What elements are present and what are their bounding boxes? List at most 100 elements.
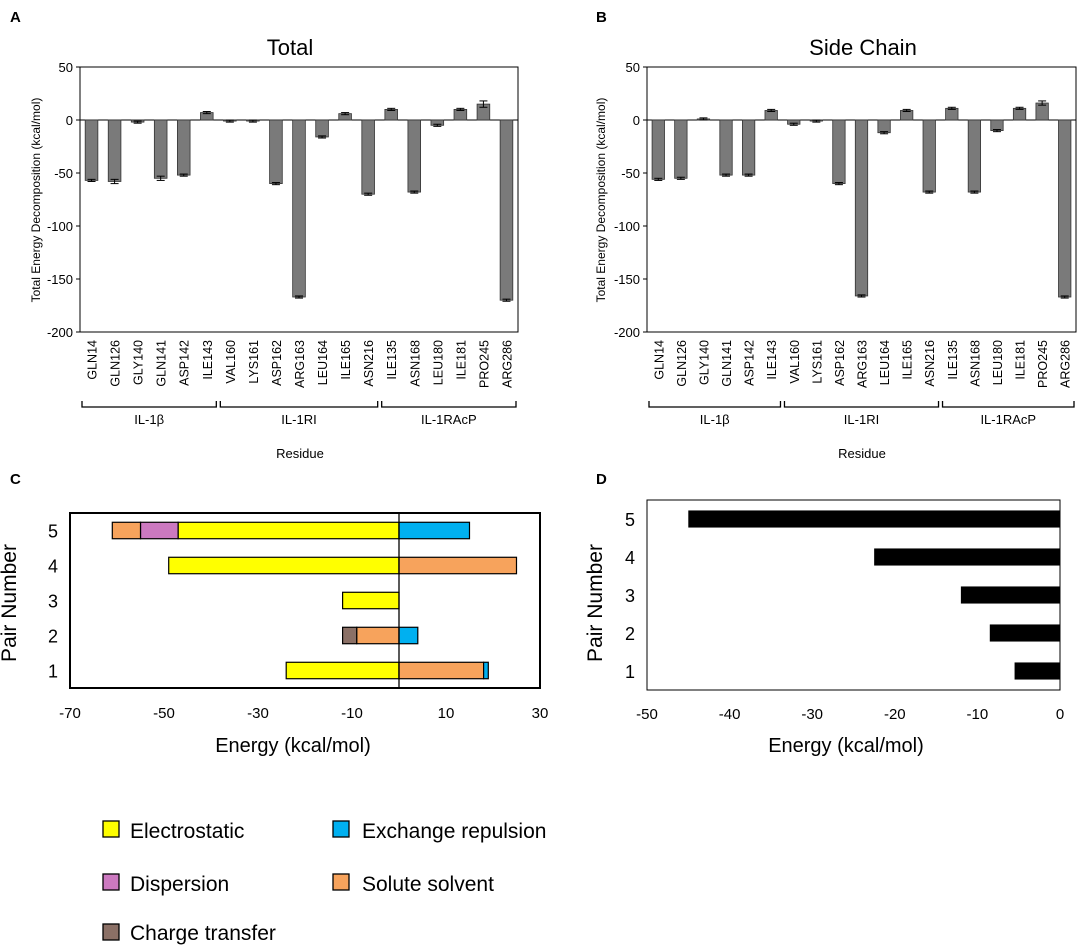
chart-c-bar-segment xyxy=(177,521,400,540)
chart-b-xtick-label: GLN126 xyxy=(675,340,689,387)
legend-swatch-solute-solvent xyxy=(332,873,350,891)
chart-a-ytick-label: -50 xyxy=(54,166,73,181)
chart-b-group-bracket xyxy=(648,401,782,408)
chart-a: 50 0 -50 -100 -150 -200 GLN14 GLN126 GLY140 GLN14… xyxy=(47,60,519,427)
chart-c-xlabel: Energy (kcal/mol) xyxy=(215,735,371,757)
chart-a-bar xyxy=(176,119,191,176)
legend-label-dispersion: Dispersion xyxy=(130,873,229,896)
chart-b-xtick-label: GLY140 xyxy=(697,340,711,385)
chart-c-bar-segment xyxy=(342,591,400,610)
chart-d-xtick-label: -50 xyxy=(636,706,658,723)
chart-c-bar-segment xyxy=(398,661,485,680)
chart-b-plot-frame xyxy=(646,66,1077,333)
chart-b-bar xyxy=(922,119,936,193)
chart-c-xtick-label: 10 xyxy=(438,705,455,722)
chart-b-xtick-label: ARG286 xyxy=(1059,340,1073,388)
chart-b-group-label: IL-1β xyxy=(700,412,730,427)
legend-label-solute-solvent: Solute solvent xyxy=(362,873,494,896)
chart-a-group-label: IL-1RI xyxy=(281,412,316,427)
legend-label-electrostatic: Electrostatic xyxy=(130,820,244,843)
chart-b-bar xyxy=(877,119,891,134)
chart-a-xtick-label: GLN126 xyxy=(109,340,123,387)
chart-c-xtick-label: 30 xyxy=(532,705,549,722)
chart-c-xtick-label: -50 xyxy=(153,705,175,722)
chart-a-bar xyxy=(453,109,468,121)
chart-b-group-bracket xyxy=(783,401,940,408)
chart-a-bar xyxy=(361,119,375,195)
legend-swatch-charge-transfer xyxy=(102,923,120,941)
chart-b-xtick-label: LEU180 xyxy=(991,340,1005,385)
legend-swatch-dispersion xyxy=(102,873,120,891)
chart-a-group-bracket xyxy=(219,401,379,408)
chart-c-ytick-label: 2 xyxy=(48,627,58,647)
chart-c-bar-segment xyxy=(356,626,400,645)
chart-a-group-bracket xyxy=(381,401,517,408)
chart-b-ytick-label: -200 xyxy=(614,325,640,340)
chart-b-bar xyxy=(990,119,1004,131)
chart-a-xtick-label: ARG286 xyxy=(500,340,514,388)
chart-b-xtick-label: VAL160 xyxy=(788,340,802,384)
chart-b-xtick-label: PRO245 xyxy=(1036,340,1050,388)
chart-b-xlabel: Residue xyxy=(838,446,886,461)
chart-b-ytick-label: 0 xyxy=(633,113,640,128)
chart-a-xtick-label: ASN168 xyxy=(408,340,422,387)
chart-c-bar-segment xyxy=(285,661,400,680)
chart-c-ytick-label: 3 xyxy=(48,592,58,612)
chart-a-xtick-label: ILE135 xyxy=(385,340,399,380)
chart-a-xtick-label: GLN141 xyxy=(155,340,169,387)
chart-b-ytick-label: -100 xyxy=(614,219,640,234)
chart-b-bar xyxy=(674,119,688,179)
chart-b-xtick-label: ASN216 xyxy=(923,340,937,387)
chart-a-title: Total xyxy=(267,35,313,60)
chart-a-xtick-label: ILE143 xyxy=(201,340,215,380)
panel-letter-b: B xyxy=(596,9,607,26)
chart-c-ytick-label: 4 xyxy=(48,557,58,577)
chart-d-xtick-label: -40 xyxy=(719,706,741,723)
chart-a-xtick-label: PRO245 xyxy=(477,340,491,388)
chart-b-xtick-label: ASN168 xyxy=(968,340,982,387)
chart-b-bar xyxy=(854,119,869,297)
legend-swatch-exchange-repulsion xyxy=(332,820,350,838)
chart-a-ytick-label: 50 xyxy=(59,60,73,75)
chart-d-ytick-label: 2 xyxy=(625,624,635,644)
chart-a-xtick-label: ARG163 xyxy=(293,340,307,388)
chart-b-ytick-label: -150 xyxy=(614,272,640,287)
chart-b-xtick-label: ASP162 xyxy=(833,340,847,386)
chart-b-xtick-label: ILE135 xyxy=(946,340,960,380)
chart-a-xtick-label: LYS161 xyxy=(247,340,261,384)
chart-c-xtick-label: -70 xyxy=(59,705,81,722)
chart-a-xtick-label: ASP142 xyxy=(178,340,192,386)
chart-a-bar xyxy=(269,119,283,184)
chart-d-bar xyxy=(1014,662,1060,680)
chart-a-bar xyxy=(107,119,122,182)
chart-d-ytick-label: 5 xyxy=(625,510,635,530)
chart-d-bar xyxy=(688,510,1060,528)
chart-a-ytick-label: -150 xyxy=(47,272,73,287)
chart-d-xtick-label: -10 xyxy=(967,706,989,723)
chart-a-group-label: IL-1β xyxy=(134,412,164,427)
chart-b-xtick-label: ASP142 xyxy=(743,340,757,386)
chart-b-bar xyxy=(719,119,733,176)
chart-a-group-bracket xyxy=(81,401,217,408)
chart-a-bar xyxy=(153,119,168,179)
chart-a-xtick-label: ILE181 xyxy=(454,340,468,380)
chart-a-ytick-label: -100 xyxy=(47,219,73,234)
chart-b-xtick-label: ARG163 xyxy=(856,340,870,388)
chart-b-group-label: IL-1RAcP xyxy=(980,412,1036,427)
chart-c-bar-segment xyxy=(168,556,400,575)
chart-a-xtick-label: ASP162 xyxy=(270,340,284,386)
chart-a-bar xyxy=(292,119,306,298)
chart-b-xtick-label: GLN14 xyxy=(652,340,666,380)
chart-b-xtick-label: LEU164 xyxy=(878,340,892,385)
chart-d-xlabel: Energy (kcal/mol) xyxy=(768,735,924,757)
chart-a-bar xyxy=(84,119,99,181)
chart-d-bar xyxy=(960,586,1060,604)
chart-b-xtick-label: ILE181 xyxy=(1014,340,1028,380)
chart-a-ylabel: Total Energy Decomposition (kcal/mol) xyxy=(29,98,43,303)
chart-a-xtick-label: GLY140 xyxy=(132,340,146,385)
chart-b-bar xyxy=(1058,119,1072,298)
chart-b-ylabel: Total Energy Decomposition (kcal/mol) xyxy=(594,98,608,303)
chart-a-xtick-label: LEU180 xyxy=(431,340,445,385)
chart-c-ytick-label: 5 xyxy=(48,522,58,542)
chart-b-xtick-label: ILE165 xyxy=(901,340,915,380)
